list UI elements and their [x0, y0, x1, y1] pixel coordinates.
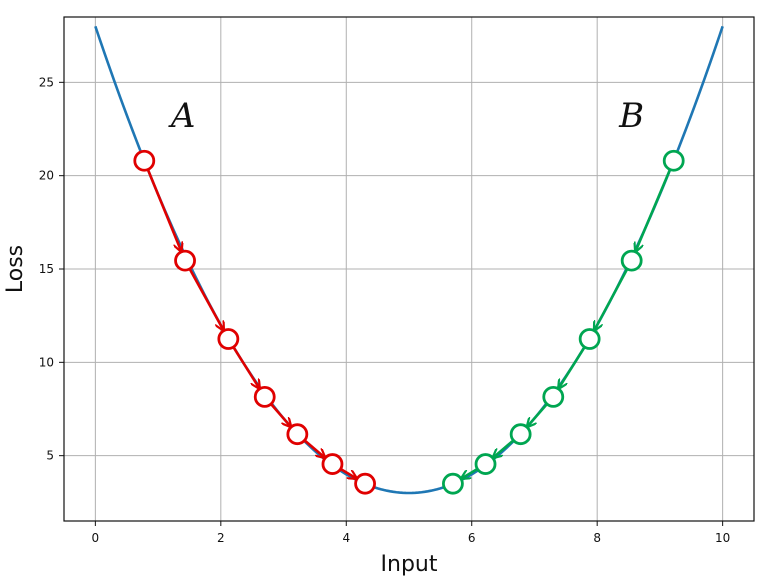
descent-point-a-2: [217, 328, 240, 350]
descent-point-b-5: [474, 453, 497, 475]
descent-arrow-b-2: [559, 346, 586, 388]
descent-arrow-a-5: [339, 467, 357, 479]
descent-point-b-6: [442, 472, 464, 495]
y-axis-label: Loss: [3, 245, 28, 293]
x-axis-label: Input: [381, 552, 438, 577]
descent-arrow-b-1: [594, 268, 629, 330]
y-tick-label-1: 10: [39, 355, 54, 369]
y-tick-label-3: 20: [39, 169, 54, 183]
descent-point-b-0: [662, 149, 685, 172]
x-tick-label-4: 8: [593, 531, 601, 545]
x-tick-label-2: 4: [342, 531, 350, 545]
x-tick-label-1: 2: [217, 531, 225, 545]
axis-ticks: 0 2 4 6 8 10 5 10 15 20 25: [39, 75, 731, 545]
descent-point-a-4: [286, 423, 309, 446]
descent-arrows: [146, 168, 672, 479]
descent-points: [133, 149, 685, 495]
descent-point-a-3: [253, 385, 276, 408]
descent-point-b-4: [509, 423, 532, 446]
x-tick-label-0: 0: [92, 531, 100, 545]
descent-arrow-a-3: [270, 403, 291, 427]
x-tick-label-5: 10: [715, 531, 730, 545]
descent-arrow-b-0: [636, 168, 672, 251]
y-tick-label-4: 25: [39, 75, 54, 89]
descent-point-b-2: [578, 328, 601, 350]
descent-point-b-3: [542, 385, 565, 408]
descent-arrow-b-5: [461, 467, 479, 479]
descent-arrow-b-3: [527, 403, 548, 427]
annotation-label-b: B: [618, 96, 644, 136]
descent-point-a-1: [174, 249, 196, 272]
grid-lines: [64, 17, 754, 521]
descent-point-a-0: [133, 149, 156, 172]
descent-arrow-a-2: [232, 346, 259, 388]
descent-arrow-a-4: [303, 439, 325, 457]
descent-point-b-1: [620, 249, 643, 272]
y-tick-label-0: 5: [46, 449, 54, 463]
descent-arrow-a-0: [146, 169, 181, 252]
annotation-label-a: A: [168, 96, 196, 136]
x-tick-label-3: 6: [468, 531, 476, 545]
descent-point-a-6: [354, 472, 376, 495]
descent-point-a-5: [321, 453, 344, 475]
descent-arrow-a-1: [188, 268, 224, 330]
y-tick-label-2: 15: [39, 262, 54, 276]
descent-arrow-b-4: [493, 439, 515, 457]
